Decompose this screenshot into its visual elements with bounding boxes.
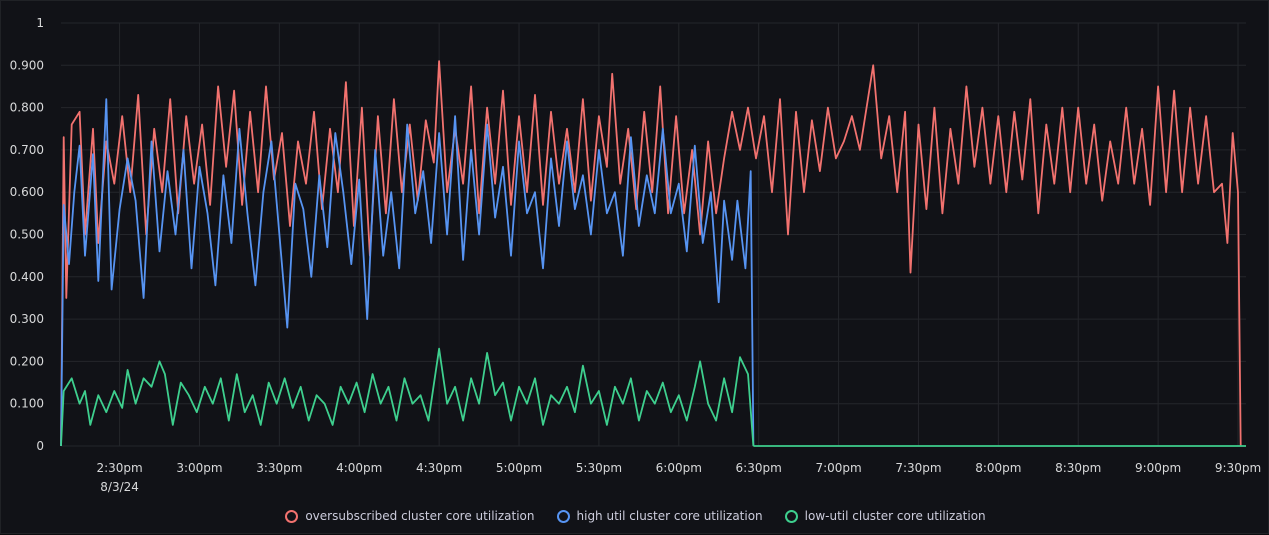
- x-tick-label: 6:00pm: [656, 461, 702, 475]
- y-tick-label: 1: [36, 16, 44, 30]
- legend-label: low-util cluster core utilization: [804, 509, 986, 523]
- legend-marker-icon: [784, 509, 798, 523]
- legend: oversubscribed cluster core utilization h…: [1, 509, 1269, 523]
- y-tick-label: 0.500: [10, 228, 44, 242]
- y-axis: 0 0.100 0.200 0.300 0.400 0.500 0.600 0.700 0.80…: [10, 16, 44, 453]
- x-tick-label: 3:30pm: [256, 461, 302, 475]
- x-tick-label: 8:30pm: [1055, 461, 1101, 475]
- x-tick-label: 8:00pm: [975, 461, 1021, 475]
- y-tick-label: 0.100: [10, 397, 44, 411]
- x-tick-label: 4:00pm: [336, 461, 382, 475]
- x-axis: 2:30pm 8/3/24 3:00pm 3:30pm 4:00pm 4:30pm 5:00…: [96, 461, 1261, 494]
- legend-label: oversubscribed cluster core utilization: [305, 509, 535, 523]
- legend-marker-icon: [556, 509, 570, 523]
- x-tick-date-label: 8/3/24: [100, 480, 139, 494]
- series-line-oversubscribed-cluster-core-utilization[interactable]: [60, 60, 1242, 447]
- series-line-low-util-cluster-core-utilization[interactable]: [60, 347, 755, 447]
- series-lines: [60, 60, 1246, 447]
- y-tick-label: 0: [36, 439, 44, 453]
- x-tick-label: 5:00pm: [496, 461, 542, 475]
- x-tick-label: 9:00pm: [1135, 461, 1181, 475]
- legend-item[interactable]: high util cluster core utilization: [556, 509, 763, 523]
- y-tick-label: 0.300: [10, 312, 44, 326]
- legend-item[interactable]: oversubscribed cluster core utilization: [285, 509, 535, 523]
- y-tick-label: 0.200: [10, 354, 44, 368]
- y-tick-label: 0.800: [10, 101, 44, 115]
- legend-label: high util cluster core utilization: [576, 509, 763, 523]
- x-tick-label: 4:30pm: [416, 461, 462, 475]
- legend-marker-icon: [285, 509, 299, 523]
- x-tick-label: 3:00pm: [176, 461, 222, 475]
- series-line-high-util-cluster-core-utilization[interactable]: [60, 98, 755, 447]
- y-tick-label: 0.400: [10, 270, 44, 284]
- legend-item[interactable]: low-util cluster core utilization: [784, 509, 986, 523]
- y-tick-label: 0.900: [10, 58, 44, 72]
- x-tick-label: 7:00pm: [815, 461, 861, 475]
- x-tick-label: 2:30pm: [96, 461, 142, 475]
- x-tick-label: 7:30pm: [895, 461, 941, 475]
- x-tick-label: 9:30pm: [1215, 461, 1261, 475]
- y-tick-label: 0.600: [10, 185, 44, 199]
- x-tick-label: 5:30pm: [576, 461, 622, 475]
- y-tick-label: 0.700: [10, 143, 44, 157]
- x-tick-label: 6:30pm: [736, 461, 782, 475]
